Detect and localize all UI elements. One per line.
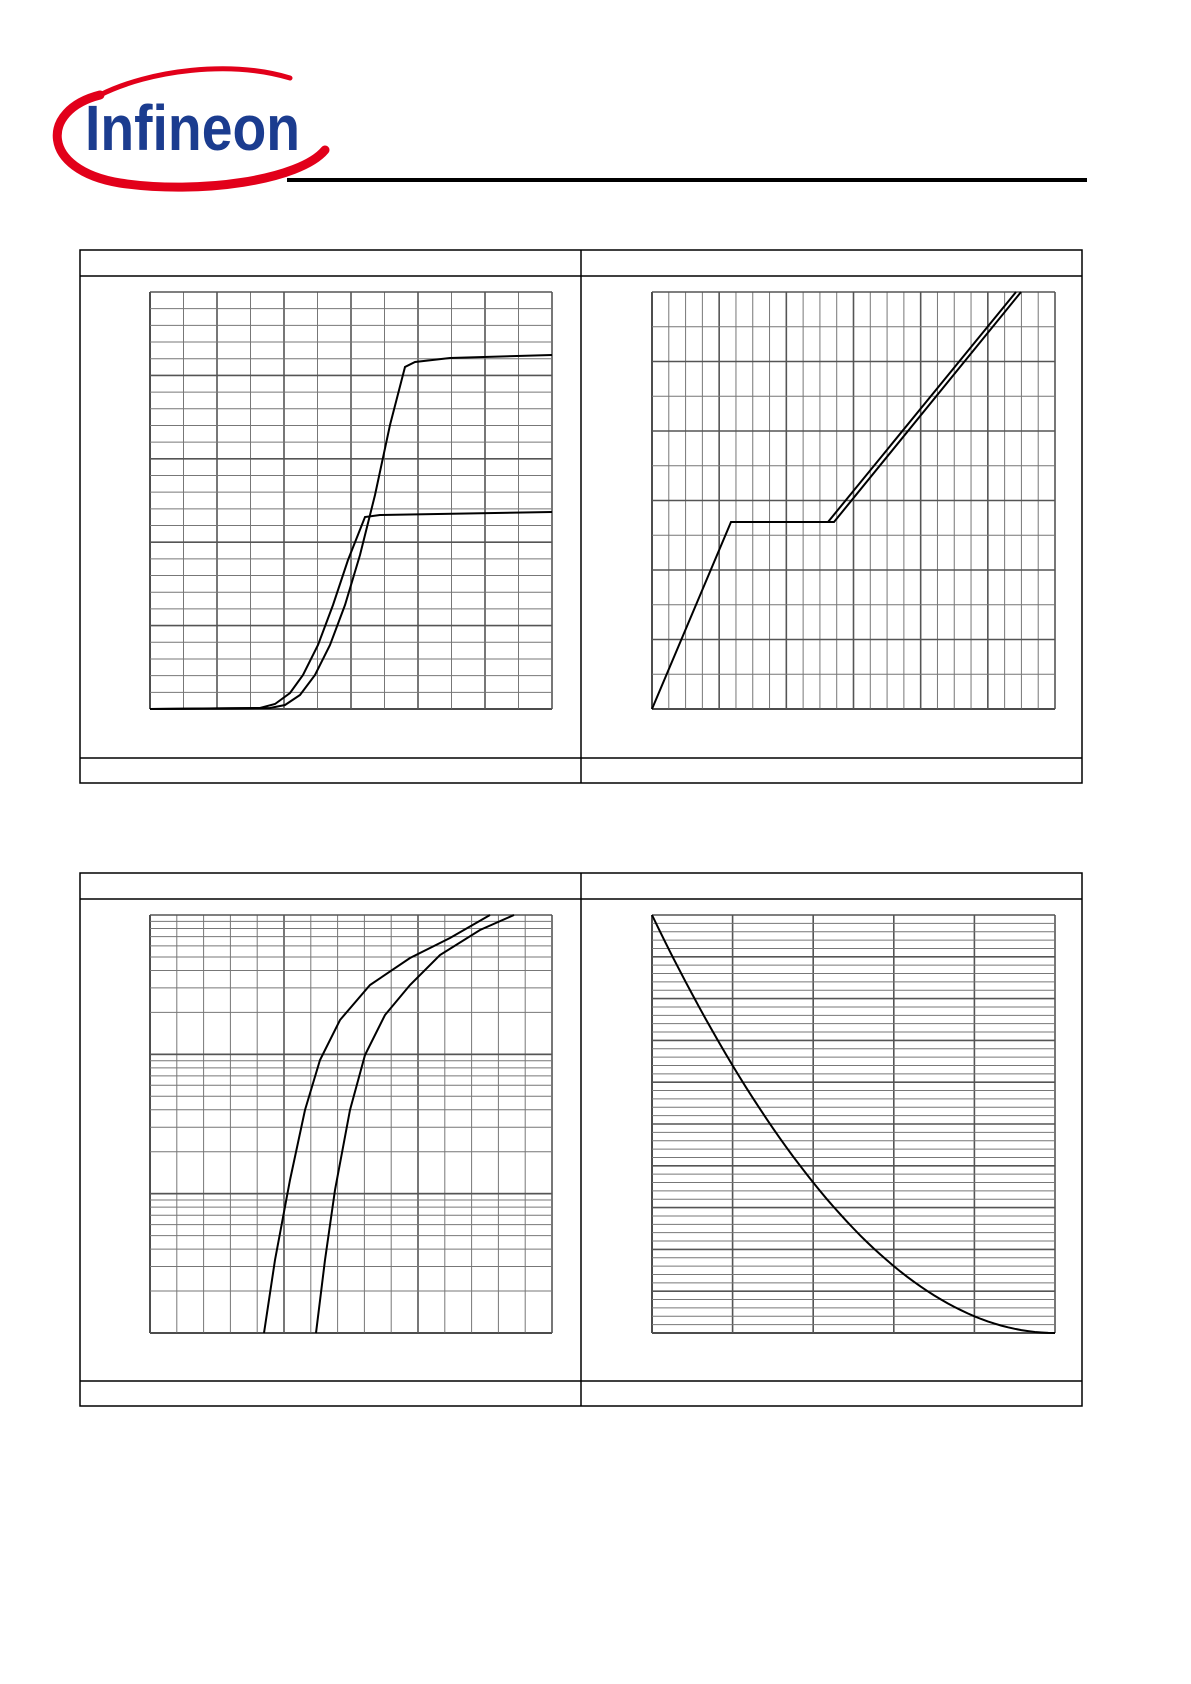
plot-4	[651, 914, 1056, 1334]
curve	[149, 354, 553, 710]
logo-swoosh-top	[97, 66, 293, 98]
curve	[263, 914, 491, 1334]
curve	[149, 511, 553, 710]
curve	[651, 291, 1017, 710]
logo: Infineon	[52, 66, 330, 192]
plot-2	[651, 291, 1056, 710]
plot-1	[149, 291, 553, 710]
curve	[828, 291, 1022, 523]
logo-swoosh	[52, 90, 330, 192]
curve	[651, 914, 1056, 1334]
logo-text: Infineon	[85, 92, 300, 164]
plot-3	[149, 914, 553, 1334]
curve	[315, 914, 515, 1334]
panel-row-top	[79, 249, 1083, 784]
panel-row-bottom	[79, 872, 1083, 1407]
